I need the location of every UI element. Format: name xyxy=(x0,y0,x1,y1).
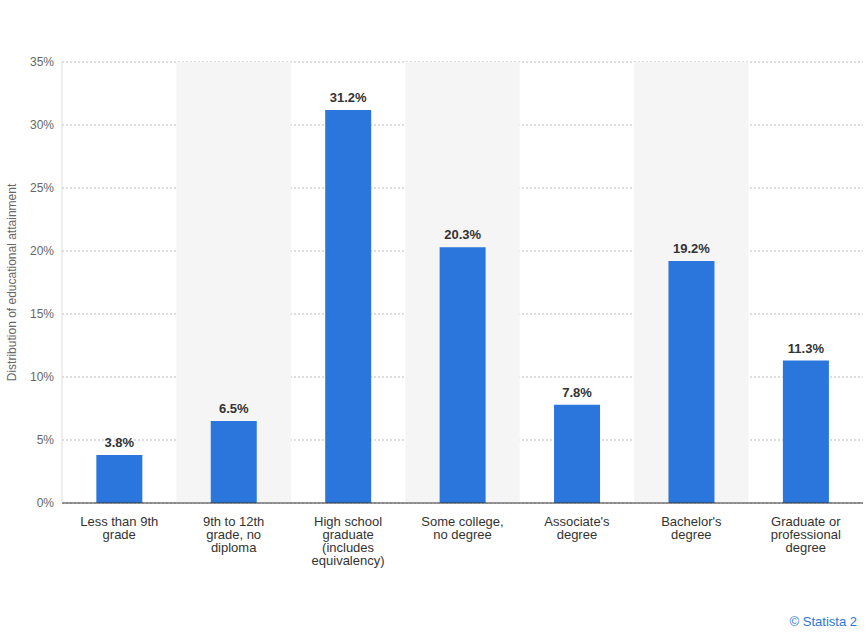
svg-text:High schoolgraduate(includeseq: High schoolgraduate(includesequivalency) xyxy=(312,514,385,568)
svg-text:6.5%: 6.5% xyxy=(219,401,249,416)
svg-text:Distribution of educational at: Distribution of educational attainment xyxy=(8,183,19,381)
svg-text:25%: 25% xyxy=(30,181,54,195)
svg-text:Less than 9thgrade: Less than 9thgrade xyxy=(80,514,158,542)
svg-text:20.3%: 20.3% xyxy=(444,227,481,242)
svg-text:7.8%: 7.8% xyxy=(562,385,592,400)
svg-text:Bachelor'sdegree: Bachelor'sdegree xyxy=(661,514,722,542)
svg-text:35%: 35% xyxy=(30,55,54,69)
svg-text:20%: 20% xyxy=(30,244,54,258)
svg-text:Some college,no degree: Some college,no degree xyxy=(421,514,503,542)
svg-text:30%: 30% xyxy=(30,118,54,132)
svg-text:11.3%: 11.3% xyxy=(788,341,825,356)
svg-text:Associate'sdegree: Associate'sdegree xyxy=(544,514,610,542)
svg-text:3.8%: 3.8% xyxy=(105,435,135,450)
svg-text:0%: 0% xyxy=(37,496,55,510)
svg-text:15%: 15% xyxy=(30,307,54,321)
svg-text:Graduate orprofessionaldegree: Graduate orprofessionaldegree xyxy=(771,514,841,555)
html-text:© Statista 2: © Statista 2 xyxy=(789,614,857,629)
svg-text:9th to 12thgrade, nodiploma: 9th to 12thgrade, nodiploma xyxy=(203,514,264,555)
svg-text:19.2%: 19.2% xyxy=(673,241,710,256)
svg-text:10%: 10% xyxy=(30,370,54,384)
svg-text:31.2%: 31.2% xyxy=(330,90,367,105)
svg-text:5%: 5% xyxy=(37,433,55,447)
